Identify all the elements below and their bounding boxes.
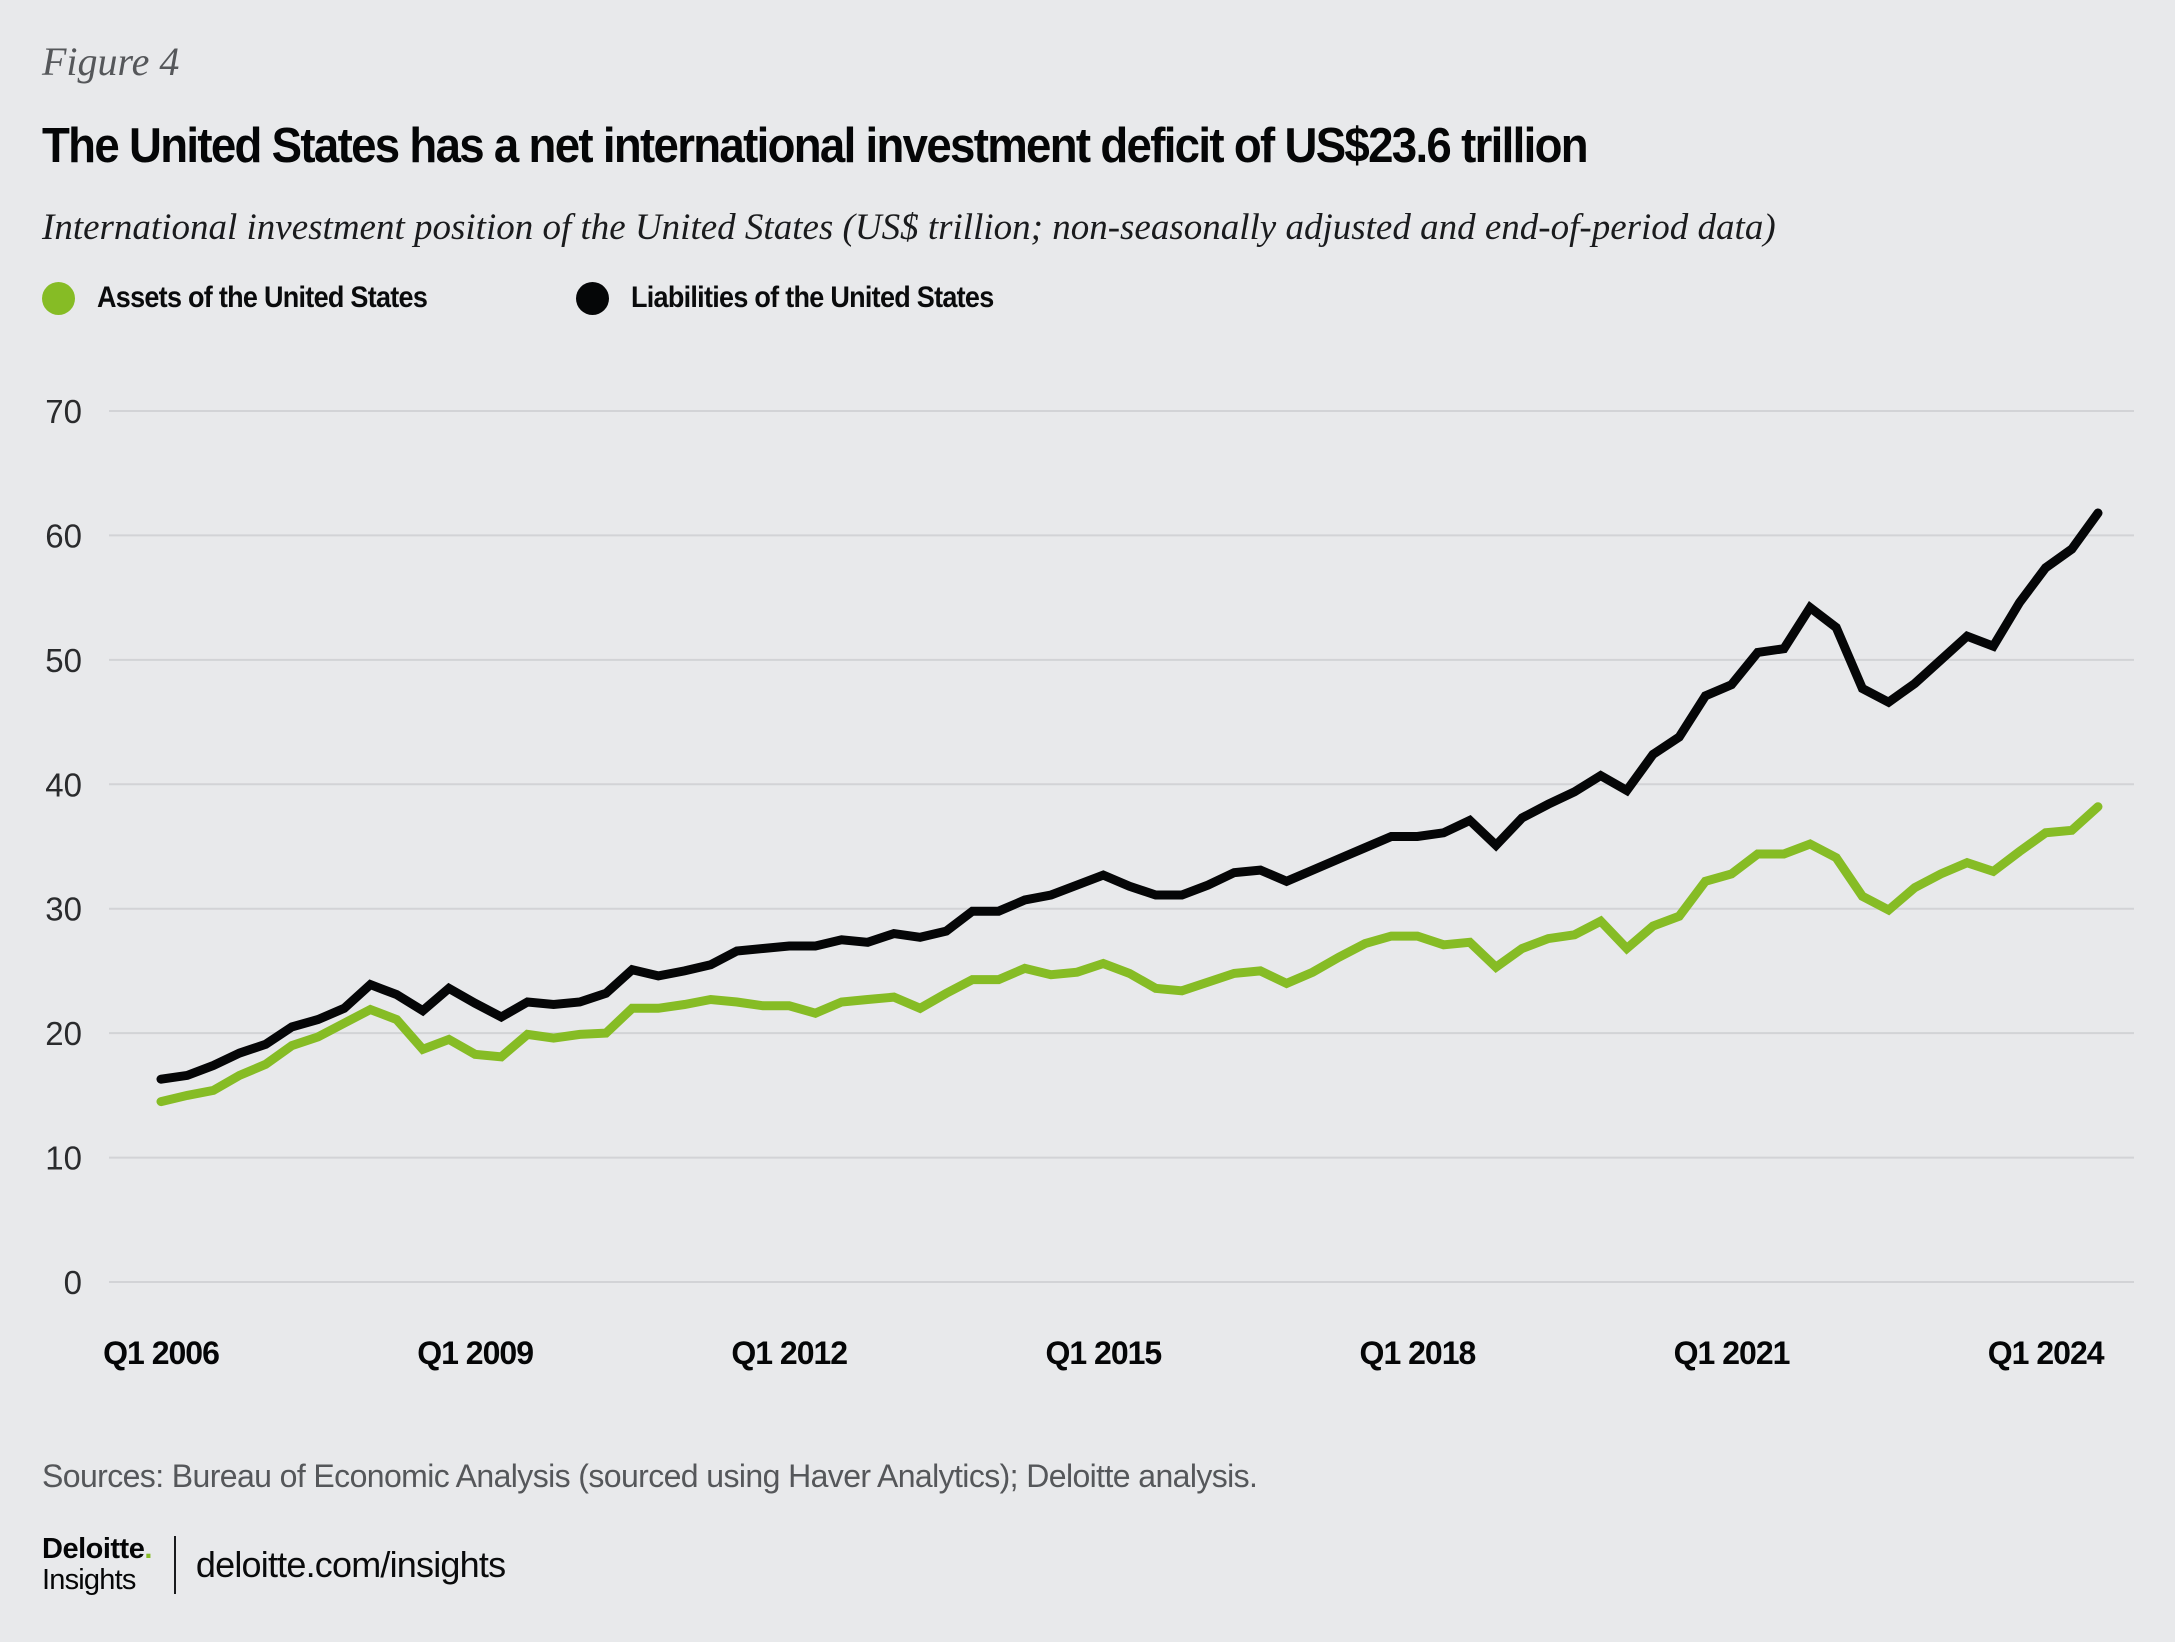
y-tick-label-70: 70 [45,393,82,430]
x-tick-label: Q1 2018 [1360,1335,1476,1371]
logo-green-dot-icon: . [144,1533,152,1565]
legend-dot-liabilities-icon [575,281,609,315]
legend-dot-assets-icon [42,281,75,315]
legend-label-assets: Assets of the United States [97,281,428,314]
x-tick-label: Q1 2015 [1045,1335,1161,1371]
series-points-assets [160,806,2099,1102]
gridlines [109,410,2134,1283]
series-points-liabilities [160,512,2099,1080]
logo-subtitle: Insights [42,1564,136,1596]
y-axis-ticks: 0 10 20 30 40 50 60 70 [45,393,82,1301]
logo-brand: Deloitte. [42,1535,152,1564]
y-tick-label-20: 20 [45,1015,82,1052]
y-tick-label-30: 30 [45,891,82,928]
y-tick-label-0: 0 [64,1264,82,1301]
chart-subtitle: International investment position of the… [42,207,1776,248]
figure-label: Figure 4 [42,39,180,84]
x-tick-label: Q1 2009 [417,1335,533,1371]
y-tick-label-50: 50 [45,642,82,679]
legend-item-assets: Assets of the United States [42,281,464,315]
x-tick-label: Q1 2006 [103,1335,219,1371]
legend-item-liabilities: Liabilities of the United States [575,281,1034,315]
deloitte-insights-logo: Deloitte. Insights [42,1535,152,1595]
y-tick-label-40: 40 [45,766,82,803]
footer-divider [173,1536,176,1594]
y-tick-label-10: 10 [45,1140,82,1177]
legend-label-liabilities: Liabilities of the United States [630,281,994,314]
footer: Deloitte. Insights deloitte.com/insights [42,1535,506,1595]
chart-title: The United States has a net internationa… [42,119,1589,173]
legend: Assets of the United States Liabilities … [42,281,1146,315]
x-tick-label: Q1 2021 [1674,1335,1790,1371]
footer-link[interactable]: deloitte.com/insights [195,1544,506,1585]
x-tick-label: Q1 2024 [1988,1335,2105,1371]
series-lines [156,508,2103,1107]
sources-note: Sources: Bureau of Economic Analysis (so… [42,1458,1258,1494]
series-line-assets [156,802,2103,1107]
logo-brand-text: Deloitte [42,1533,145,1565]
series-line-liabilities [156,508,2103,1084]
y-tick-label-60: 60 [45,517,82,554]
x-axis-ticks: Q1 2006 Q1 2009 Q1 2012 Q1 2015 Q1 2018 Q1 20… [103,1335,2106,1371]
x-tick-label: Q1 2012 [731,1335,847,1371]
